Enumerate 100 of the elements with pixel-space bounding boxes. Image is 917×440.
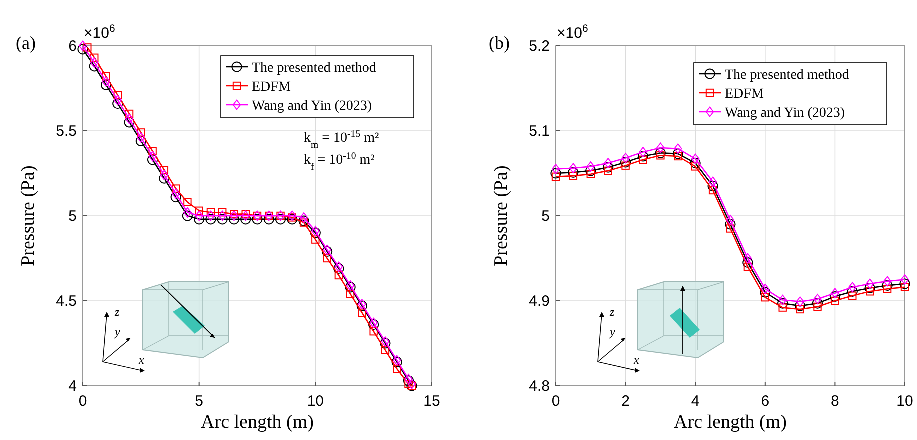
point <box>744 253 752 264</box>
point <box>552 172 560 181</box>
point <box>230 210 238 222</box>
point <box>184 198 192 206</box>
point <box>604 166 612 176</box>
point <box>692 154 700 164</box>
point <box>172 184 180 193</box>
annotation: z <box>114 305 120 319</box>
point <box>900 283 910 292</box>
y-tick-label: 4.5 <box>56 293 77 310</box>
annotation: y <box>114 325 121 339</box>
x-tick-label: 8 <box>831 393 840 410</box>
point <box>346 290 355 298</box>
point <box>639 147 648 158</box>
point <box>334 271 344 280</box>
point <box>182 210 193 222</box>
point <box>569 163 578 174</box>
y-tick-label: 4.9 <box>529 293 550 310</box>
point <box>656 152 665 160</box>
point <box>323 254 332 263</box>
point <box>586 166 596 176</box>
annotation: z <box>609 305 615 319</box>
point <box>252 214 263 225</box>
point <box>761 284 770 294</box>
point <box>760 287 771 298</box>
point <box>883 285 892 294</box>
point <box>674 152 682 161</box>
annotation: x <box>138 353 145 367</box>
point <box>690 158 701 169</box>
point <box>586 162 595 172</box>
point <box>882 280 893 291</box>
point <box>656 142 665 154</box>
point <box>124 117 135 128</box>
point <box>848 292 857 300</box>
point <box>300 212 308 223</box>
point <box>726 215 735 226</box>
point <box>240 214 252 225</box>
x-tick-label: 0 <box>552 393 560 410</box>
point <box>638 151 649 162</box>
y-tick-label: 4 <box>68 378 77 395</box>
point <box>830 291 840 302</box>
point <box>170 192 182 203</box>
point <box>604 158 612 168</box>
y-axis-title: Pressure (Pa) <box>18 166 39 266</box>
point <box>812 298 824 309</box>
point <box>275 214 286 225</box>
point <box>708 176 718 188</box>
text: (b) <box>489 33 510 53</box>
point <box>674 144 682 154</box>
y-tick-label: 5.1 <box>529 123 550 140</box>
point <box>84 44 92 52</box>
x-axis-title: Arc length (m) <box>674 412 787 433</box>
y-tick-label: 5 <box>542 208 550 225</box>
point <box>672 148 684 160</box>
x-tick-label: 10 <box>307 393 324 410</box>
point <box>90 58 99 68</box>
point <box>300 218 308 227</box>
x-tick-label: 10 <box>896 393 914 410</box>
point <box>160 166 169 174</box>
point <box>78 40 88 52</box>
point <box>761 294 770 302</box>
point <box>160 170 169 180</box>
point <box>900 278 910 290</box>
y-axis-title: Pressure (Pa) <box>491 166 512 266</box>
point <box>148 151 157 162</box>
point <box>864 282 876 294</box>
point <box>622 153 630 164</box>
point <box>78 44 88 55</box>
point <box>393 364 402 374</box>
point <box>814 302 822 312</box>
point <box>195 206 204 215</box>
point <box>125 114 134 124</box>
point <box>159 173 170 184</box>
point <box>708 186 718 195</box>
x-tick-label: 0 <box>78 393 88 410</box>
y-tick-label: 6 <box>68 38 77 55</box>
point <box>726 224 735 233</box>
point <box>586 170 595 178</box>
point <box>242 210 250 218</box>
point <box>552 164 560 174</box>
point <box>194 214 205 225</box>
annotation: y <box>609 325 616 339</box>
point <box>778 294 787 306</box>
point <box>381 346 390 354</box>
point <box>620 157 632 168</box>
point <box>298 216 310 226</box>
point <box>148 154 158 166</box>
text: ×10$^{6}$ <box>557 23 588 42</box>
annotation: k$_{m}$ = 10$^{-15}$ m² <box>304 128 380 150</box>
y-tick-label: 4.8 <box>529 378 550 395</box>
point <box>218 210 227 222</box>
point <box>708 180 718 192</box>
legend-label: Wang and Yin (2023) <box>725 106 846 121</box>
point <box>102 72 110 81</box>
point <box>866 278 874 290</box>
point <box>206 210 216 222</box>
point <box>848 282 857 293</box>
point <box>639 156 648 164</box>
point <box>569 172 578 180</box>
point <box>404 380 413 388</box>
